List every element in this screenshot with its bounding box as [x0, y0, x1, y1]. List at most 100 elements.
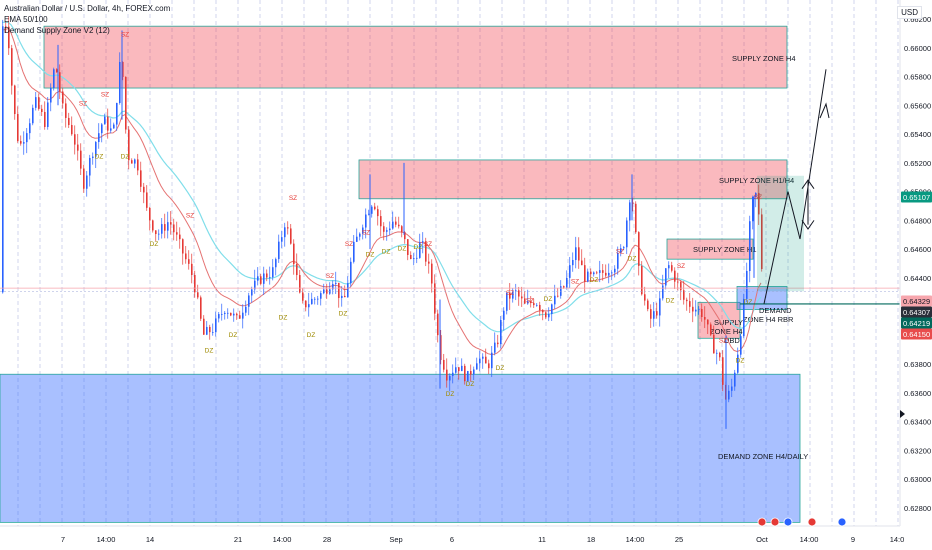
price-tick: 0.65600: [904, 101, 931, 110]
candle-body: [545, 312, 547, 318]
candle-body: [497, 342, 499, 345]
candle-body: [191, 263, 193, 276]
candle-body: [29, 123, 31, 134]
candle-body: [83, 168, 85, 189]
price-tick: 0.66200: [904, 15, 931, 24]
time-tick: 21: [234, 535, 242, 544]
price-lines-layer: [0, 287, 900, 305]
candle-body: [245, 306, 247, 313]
candle-body: [740, 336, 742, 355]
demand-marker: DZ: [205, 348, 214, 355]
demand-marker: DZ: [339, 310, 348, 317]
arrowhead: [819, 102, 830, 119]
candle-body: [11, 48, 13, 86]
price-label-box: [901, 317, 932, 329]
candle-body: [71, 124, 73, 135]
candle-body: [578, 247, 580, 261]
candle-body: [302, 292, 304, 301]
supply-marker: SZ: [101, 92, 109, 99]
demand-marker: DZ: [544, 296, 553, 303]
candle-body: [515, 290, 517, 292]
candle-body: [395, 221, 397, 225]
demand-marker: DZ: [414, 244, 423, 251]
candle-body: [689, 301, 691, 307]
candle-body: [317, 298, 319, 300]
candle-body: [587, 271, 589, 282]
candle-body: [215, 318, 217, 333]
time-tick: 14:0: [890, 535, 905, 544]
candle-body: [428, 261, 430, 264]
candle-body: [377, 209, 379, 217]
candle-body: [314, 298, 316, 300]
candle-body: [617, 252, 619, 269]
candle-body: [296, 264, 298, 276]
candle-body: [536, 304, 538, 306]
candle-body: [539, 304, 541, 311]
candle-body: [32, 107, 34, 124]
time-tick: 6: [450, 535, 454, 544]
candle-body: [446, 369, 448, 381]
symbol-title: Australian Dollar / U.S. Dollar, 4h, FOR…: [4, 4, 171, 13]
event-icon: [757, 517, 767, 527]
candle-body: [194, 275, 196, 293]
zone-label: DEMAND ZONE H4/DAILY: [718, 452, 808, 461]
demand-marker: DZ: [307, 332, 316, 339]
candle-body: [389, 228, 391, 231]
zone-supply: [43, 25, 788, 89]
demand-marker: DZ: [744, 299, 753, 306]
candle-body: [209, 326, 211, 333]
candle-body: [719, 352, 721, 358]
price-label-text: 0.65107: [903, 193, 930, 202]
candle-body: [170, 222, 172, 225]
candle-body: [524, 298, 526, 304]
candle-body: [65, 103, 67, 118]
candle-body: [671, 265, 673, 271]
candle-body: [374, 206, 376, 210]
ema-layer: [1, 21, 762, 355]
zone-demand: [0, 373, 801, 523]
candle-body: [566, 277, 568, 288]
time-tick: 14: [146, 535, 154, 544]
candle-body: [467, 371, 469, 382]
candle-body: [167, 222, 169, 231]
ema-indicator-label[interactable]: EMA 50/100: [4, 15, 48, 24]
candle-body: [452, 372, 454, 377]
candle-body: [752, 196, 754, 222]
candle-body: [623, 247, 625, 249]
candle-body: [299, 275, 301, 293]
candle-body: [341, 295, 343, 299]
candle-body: [122, 62, 124, 77]
zone-label: SUPPLY ZONE H4: [732, 54, 796, 63]
candle-body: [92, 156, 94, 158]
demand-marker: DZ: [628, 256, 637, 263]
zone-label: ZONE H4: [710, 327, 743, 336]
candle-body: [542, 310, 544, 313]
candle-body: [674, 270, 676, 282]
projection-arrow: [787, 191, 801, 240]
supply-marker: SZ: [506, 290, 514, 297]
candle-body: [530, 301, 532, 304]
candle-body: [263, 273, 265, 284]
candle-body: [68, 117, 70, 125]
currency-unit[interactable]: USD: [897, 6, 922, 19]
candle-body: [20, 141, 22, 144]
time-axis[interactable]: 7 14:00 14 21 14:00 28 Sep 6 11 18 14:00 25 Oct 14:00…: [61, 535, 904, 544]
candle-body: [188, 259, 190, 264]
candle-body: [743, 298, 745, 337]
candle-body: [440, 335, 442, 360]
candle-body: [635, 203, 637, 233]
zone-indicator-label[interactable]: Demand Supply Zone V2 (12): [4, 26, 110, 35]
zone-label: DEMAND: [759, 306, 792, 315]
supply-marker: SZ: [526, 297, 534, 304]
supply-marker: SZ: [289, 195, 297, 202]
zones-layer: SUPPLY ZONE H4 SUPPLY ZONE H1/H4 SUPPLY ZO…: [0, 25, 808, 523]
demand-marker: DZ: [466, 381, 475, 388]
candle-body: [26, 133, 28, 143]
candle-body: [404, 232, 406, 240]
demand-marker: DZ: [366, 251, 375, 258]
candle-body: [551, 304, 553, 315]
candle-body: [89, 157, 91, 176]
